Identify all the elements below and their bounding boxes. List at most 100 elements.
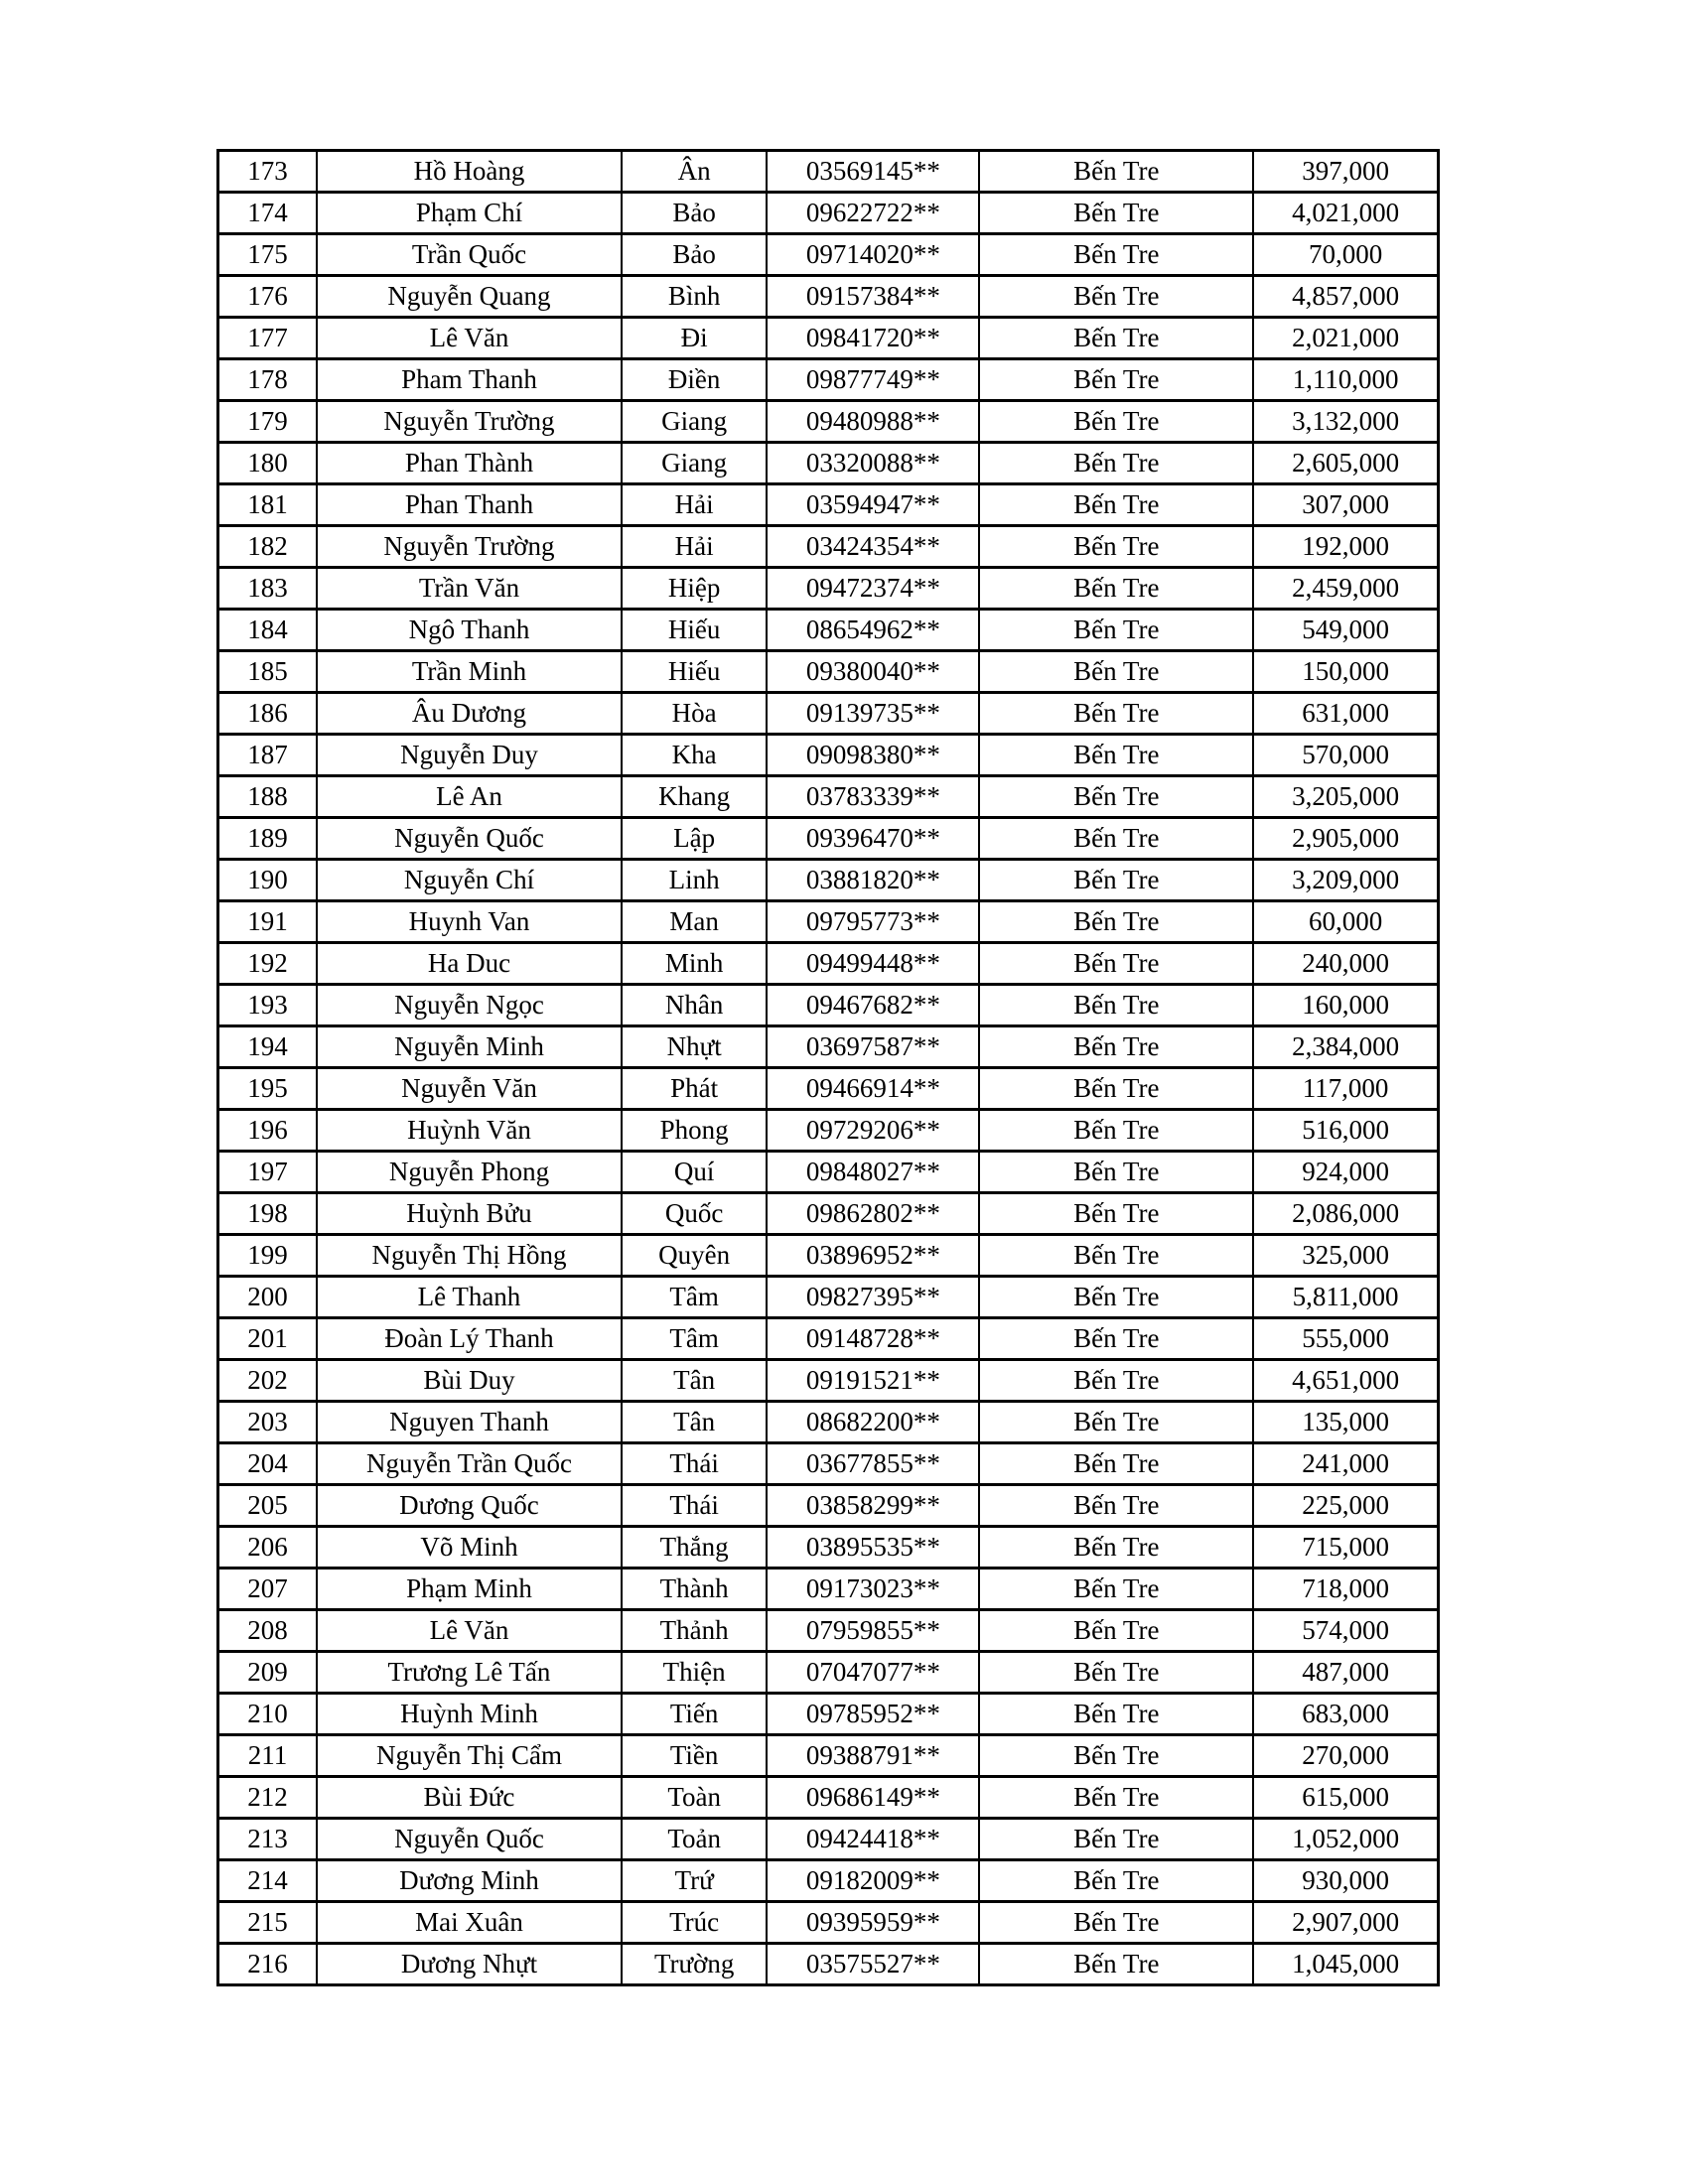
phone-number-cell: 09472374** [766, 566, 981, 611]
province-cell: Bến Tre [978, 983, 1255, 1027]
province-cell: Bến Tre [978, 232, 1255, 277]
last-middle-name-cell: Lê Thanh [315, 1275, 623, 1319]
province-cell: Bến Tre [978, 1024, 1255, 1069]
phone-number-cell: 09848027** [766, 1150, 981, 1194]
last-middle-name-cell: Trương Lê Tấn [315, 1650, 623, 1695]
phone-number-cell: 09714020** [766, 232, 981, 277]
last-middle-name-cell: Phạm Minh [315, 1567, 623, 1611]
row-number-cell: 208 [216, 1608, 318, 1653]
table-row: 180 Phan Thành Giang 03320088** Bến Tre 2,605… [216, 441, 1440, 485]
first-name-cell: Thái [620, 1441, 769, 1486]
province-cell: Bến Tre [978, 1608, 1255, 1653]
province-cell: Bến Tre [978, 941, 1255, 986]
province-cell: Bến Tre [978, 1233, 1255, 1278]
province-cell: Bến Tre [978, 816, 1255, 861]
amount-cell: 307,000 [1252, 482, 1440, 527]
amount-cell: 4,857,000 [1252, 274, 1440, 319]
province-cell: Bến Tre [978, 399, 1255, 444]
row-number-cell: 215 [216, 1900, 318, 1945]
table-row: 209 Trương Lê Tấn Thiện 07047077** Bến Tre 48… [216, 1650, 1440, 1695]
last-middle-name-cell: Trần Minh [315, 649, 623, 694]
amount-cell: 70,000 [1252, 232, 1440, 277]
amount-cell: 715,000 [1252, 1525, 1440, 1570]
row-number-cell: 212 [216, 1775, 318, 1820]
province-cell: Bến Tre [978, 1900, 1255, 1945]
phone-number-cell: 03569145** [766, 149, 981, 194]
phone-number-cell: 03858299** [766, 1483, 981, 1528]
province-cell: Bến Tre [978, 1733, 1255, 1778]
table-row: 206 Võ Minh Thắng 03895535** Bến Tre 715,000 [216, 1525, 1440, 1570]
first-name-cell: Hải [620, 482, 769, 527]
phone-number-cell: 03677855** [766, 1441, 981, 1486]
amount-cell: 574,000 [1252, 1608, 1440, 1653]
first-name-cell: Giang [620, 441, 769, 485]
last-middle-name-cell: Lê Văn [315, 1608, 623, 1653]
last-middle-name-cell: Phan Thành [315, 441, 623, 485]
amount-cell: 924,000 [1252, 1150, 1440, 1194]
last-middle-name-cell: Ha Duc [315, 941, 623, 986]
province-cell: Bến Tre [978, 1692, 1255, 1736]
phone-number-cell: 09148728** [766, 1316, 981, 1361]
phone-number-cell: 07959855** [766, 1608, 981, 1653]
last-middle-name-cell: Dương Nhựt [315, 1942, 623, 1986]
first-name-cell: Tâm [620, 1275, 769, 1319]
last-middle-name-cell: Pham Thanh [315, 357, 623, 402]
table-row: 187 Nguyễn Duy Kha 09098380** Bến Tre 570,000 [216, 733, 1440, 777]
amount-cell: 3,132,000 [1252, 399, 1440, 444]
phone-number-cell: 09795773** [766, 899, 981, 944]
province-cell: Bến Tre [978, 691, 1255, 736]
province-cell: Bến Tre [978, 774, 1255, 819]
last-middle-name-cell: Bùi Đức [315, 1775, 623, 1820]
first-name-cell: Tân [620, 1358, 769, 1403]
row-number-cell: 192 [216, 941, 318, 986]
table-row: 211 Nguyễn Thị Cẩm Tiền 09388791** Bến Tre 27… [216, 1733, 1440, 1778]
last-middle-name-cell: Đoàn Lý Thanh [315, 1316, 623, 1361]
first-name-cell: Tâm [620, 1316, 769, 1361]
row-number-cell: 209 [216, 1650, 318, 1695]
province-cell: Bến Tre [978, 1525, 1255, 1570]
last-middle-name-cell: Nguyễn Thị Hồng [315, 1233, 623, 1278]
province-cell: Bến Tre [978, 1441, 1255, 1486]
first-name-cell: Quyên [620, 1233, 769, 1278]
row-number-cell: 195 [216, 1066, 318, 1111]
last-middle-name-cell: Nguyễn Phong [315, 1150, 623, 1194]
row-number-cell: 190 [216, 858, 318, 902]
province-cell: Bến Tre [978, 1483, 1255, 1528]
first-name-cell: Toản [620, 1817, 769, 1861]
table-row: 203 Nguyen Thanh Tân 08682200** Bến Tre 135,0… [216, 1400, 1440, 1444]
table-row: 204 Nguyễn Trần Quốc Thái 03677855** Bến Tre… [216, 1441, 1440, 1486]
row-number-cell: 186 [216, 691, 318, 736]
province-cell: Bến Tre [978, 524, 1255, 569]
first-name-cell: Nhân [620, 983, 769, 1027]
amount-cell: 192,000 [1252, 524, 1440, 569]
amount-cell: 225,000 [1252, 1483, 1440, 1528]
phone-number-cell: 09098380** [766, 733, 981, 777]
amount-cell: 397,000 [1252, 149, 1440, 194]
amount-cell: 325,000 [1252, 1233, 1440, 1278]
row-number-cell: 194 [216, 1024, 318, 1069]
row-number-cell: 179 [216, 399, 318, 444]
row-number-cell: 182 [216, 524, 318, 569]
phone-number-cell: 03697587** [766, 1024, 981, 1069]
table-row: 205 Dương Quốc Thái 03858299** Bến Tre 225,00… [216, 1483, 1440, 1528]
last-middle-name-cell: Nguyễn Quốc [315, 1817, 623, 1861]
last-middle-name-cell: Võ Minh [315, 1525, 623, 1570]
amount-cell: 117,000 [1252, 1066, 1440, 1111]
province-cell: Bến Tre [978, 649, 1255, 694]
row-number-cell: 181 [216, 482, 318, 527]
phone-number-cell: 09622722** [766, 191, 981, 235]
first-name-cell: Ân [620, 149, 769, 194]
row-number-cell: 211 [216, 1733, 318, 1778]
table-row: 195 Nguyễn Văn Phát 09466914** Bến Tre 117,00… [216, 1066, 1440, 1111]
row-number-cell: 193 [216, 983, 318, 1027]
table-row: 214 Dương Minh Trứ 09182009** Bến Tre 930,000 [216, 1858, 1440, 1903]
table-row: 198 Huỳnh Bửu Quốc 09862802** Bến Tre 2,086,0… [216, 1191, 1440, 1236]
last-middle-name-cell: Hồ Hoàng [315, 149, 623, 194]
amount-cell: 1,110,000 [1252, 357, 1440, 402]
row-number-cell: 210 [216, 1692, 318, 1736]
phone-number-cell: 03895535** [766, 1525, 981, 1570]
province-cell: Bến Tre [978, 566, 1255, 611]
first-name-cell: Man [620, 899, 769, 944]
table-row: 216 Dương Nhựt Trường 03575527** Bến Tre 1,04… [216, 1942, 1440, 1986]
table-row: 184 Ngô Thanh Hiếu 08654962** Bến Tre 549,000 [216, 608, 1440, 652]
